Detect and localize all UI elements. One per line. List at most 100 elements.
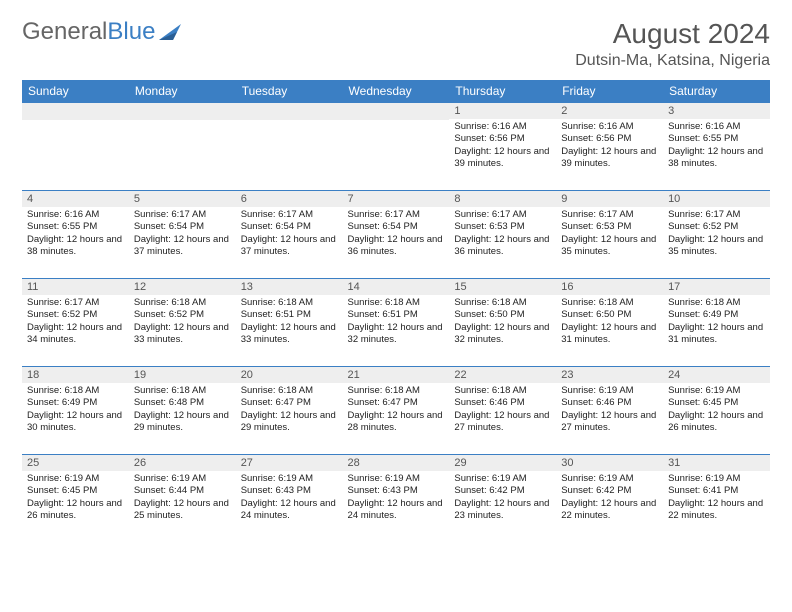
day-header: Monday: [129, 80, 236, 103]
day-cell: 4Sunrise: 6:16 AMSunset: 6:55 PMDaylight…: [22, 191, 129, 279]
day-cell: 29Sunrise: 6:19 AMSunset: 6:42 PMDayligh…: [449, 455, 556, 543]
day-number: 23: [556, 367, 663, 383]
day-header-row: SundayMondayTuesdayWednesdayThursdayFrid…: [22, 80, 770, 103]
day-cell: 5Sunrise: 6:17 AMSunset: 6:54 PMDaylight…: [129, 191, 236, 279]
day-number: 15: [449, 279, 556, 295]
day-number: 5: [129, 191, 236, 207]
empty-day-num: [236, 103, 343, 120]
day-number: 1: [449, 103, 556, 119]
day-header: Thursday: [449, 80, 556, 103]
day-details: Sunrise: 6:18 AMSunset: 6:49 PMDaylight:…: [663, 295, 770, 348]
day-number: 9: [556, 191, 663, 207]
day-details: Sunrise: 6:16 AMSunset: 6:55 PMDaylight:…: [663, 119, 770, 172]
day-number: 27: [236, 455, 343, 471]
title-block: August 2024 Dutsin-Ma, Katsina, Nigeria: [575, 18, 770, 70]
week-row: 4Sunrise: 6:16 AMSunset: 6:55 PMDaylight…: [22, 191, 770, 279]
day-details: Sunrise: 6:17 AMSunset: 6:53 PMDaylight:…: [556, 207, 663, 260]
day-details: Sunrise: 6:18 AMSunset: 6:51 PMDaylight:…: [343, 295, 450, 348]
day-cell: 22Sunrise: 6:18 AMSunset: 6:46 PMDayligh…: [449, 367, 556, 455]
day-details: Sunrise: 6:18 AMSunset: 6:50 PMDaylight:…: [449, 295, 556, 348]
day-details: Sunrise: 6:18 AMSunset: 6:47 PMDaylight:…: [343, 383, 450, 436]
day-details: Sunrise: 6:19 AMSunset: 6:45 PMDaylight:…: [22, 471, 129, 524]
day-cell: 13Sunrise: 6:18 AMSunset: 6:51 PMDayligh…: [236, 279, 343, 367]
day-cell: 25Sunrise: 6:19 AMSunset: 6:45 PMDayligh…: [22, 455, 129, 543]
day-details: Sunrise: 6:18 AMSunset: 6:47 PMDaylight:…: [236, 383, 343, 436]
day-details: Sunrise: 6:19 AMSunset: 6:43 PMDaylight:…: [236, 471, 343, 524]
day-number: 17: [663, 279, 770, 295]
week-row: 25Sunrise: 6:19 AMSunset: 6:45 PMDayligh…: [22, 455, 770, 543]
day-number: 2: [556, 103, 663, 119]
day-cell: 2Sunrise: 6:16 AMSunset: 6:56 PMDaylight…: [556, 103, 663, 191]
day-number: 12: [129, 279, 236, 295]
location: Dutsin-Ma, Katsina, Nigeria: [575, 52, 770, 70]
day-details: Sunrise: 6:17 AMSunset: 6:52 PMDaylight:…: [663, 207, 770, 260]
day-cell: 1Sunrise: 6:16 AMSunset: 6:56 PMDaylight…: [449, 103, 556, 191]
day-details: Sunrise: 6:18 AMSunset: 6:52 PMDaylight:…: [129, 295, 236, 348]
day-details: Sunrise: 6:19 AMSunset: 6:46 PMDaylight:…: [556, 383, 663, 436]
day-details: Sunrise: 6:18 AMSunset: 6:50 PMDaylight:…: [556, 295, 663, 348]
day-number: 24: [663, 367, 770, 383]
day-number: 30: [556, 455, 663, 471]
day-cell: 24Sunrise: 6:19 AMSunset: 6:45 PMDayligh…: [663, 367, 770, 455]
day-header: Friday: [556, 80, 663, 103]
empty-day-num: [129, 103, 236, 120]
day-cell: [22, 103, 129, 191]
day-cell: 6Sunrise: 6:17 AMSunset: 6:54 PMDaylight…: [236, 191, 343, 279]
empty-day-num: [22, 103, 129, 120]
day-cell: 11Sunrise: 6:17 AMSunset: 6:52 PMDayligh…: [22, 279, 129, 367]
day-details: Sunrise: 6:16 AMSunset: 6:55 PMDaylight:…: [22, 207, 129, 260]
day-header: Wednesday: [343, 80, 450, 103]
day-cell: 14Sunrise: 6:18 AMSunset: 6:51 PMDayligh…: [343, 279, 450, 367]
day-details: Sunrise: 6:19 AMSunset: 6:41 PMDaylight:…: [663, 471, 770, 524]
day-header: Tuesday: [236, 80, 343, 103]
day-cell: 7Sunrise: 6:17 AMSunset: 6:54 PMDaylight…: [343, 191, 450, 279]
day-number: 14: [343, 279, 450, 295]
day-cell: 20Sunrise: 6:18 AMSunset: 6:47 PMDayligh…: [236, 367, 343, 455]
day-header: Sunday: [22, 80, 129, 103]
day-number: 28: [343, 455, 450, 471]
day-number: 25: [22, 455, 129, 471]
day-cell: 28Sunrise: 6:19 AMSunset: 6:43 PMDayligh…: [343, 455, 450, 543]
day-number: 21: [343, 367, 450, 383]
day-cell: 23Sunrise: 6:19 AMSunset: 6:46 PMDayligh…: [556, 367, 663, 455]
day-cell: 9Sunrise: 6:17 AMSunset: 6:53 PMDaylight…: [556, 191, 663, 279]
day-cell: [343, 103, 450, 191]
day-cell: 15Sunrise: 6:18 AMSunset: 6:50 PMDayligh…: [449, 279, 556, 367]
day-number: 18: [22, 367, 129, 383]
day-cell: 21Sunrise: 6:18 AMSunset: 6:47 PMDayligh…: [343, 367, 450, 455]
day-details: Sunrise: 6:19 AMSunset: 6:42 PMDaylight:…: [449, 471, 556, 524]
day-details: Sunrise: 6:19 AMSunset: 6:43 PMDaylight:…: [343, 471, 450, 524]
day-details: Sunrise: 6:17 AMSunset: 6:54 PMDaylight:…: [343, 207, 450, 260]
day-details: Sunrise: 6:17 AMSunset: 6:54 PMDaylight:…: [236, 207, 343, 260]
calendar-table: SundayMondayTuesdayWednesdayThursdayFrid…: [22, 80, 770, 543]
day-details: Sunrise: 6:18 AMSunset: 6:49 PMDaylight:…: [22, 383, 129, 436]
day-details: Sunrise: 6:16 AMSunset: 6:56 PMDaylight:…: [449, 119, 556, 172]
day-number: 29: [449, 455, 556, 471]
week-row: 18Sunrise: 6:18 AMSunset: 6:49 PMDayligh…: [22, 367, 770, 455]
day-details: Sunrise: 6:18 AMSunset: 6:51 PMDaylight:…: [236, 295, 343, 348]
day-details: Sunrise: 6:18 AMSunset: 6:46 PMDaylight:…: [449, 383, 556, 436]
day-details: Sunrise: 6:19 AMSunset: 6:42 PMDaylight:…: [556, 471, 663, 524]
week-row: 1Sunrise: 6:16 AMSunset: 6:56 PMDaylight…: [22, 103, 770, 191]
day-cell: 8Sunrise: 6:17 AMSunset: 6:53 PMDaylight…: [449, 191, 556, 279]
day-number: 10: [663, 191, 770, 207]
logo-text-1: General: [22, 18, 107, 46]
day-details: Sunrise: 6:19 AMSunset: 6:44 PMDaylight:…: [129, 471, 236, 524]
day-number: 16: [556, 279, 663, 295]
day-number: 11: [22, 279, 129, 295]
logo-icon: [159, 24, 181, 40]
day-cell: [236, 103, 343, 191]
day-details: Sunrise: 6:17 AMSunset: 6:54 PMDaylight:…: [129, 207, 236, 260]
day-details: Sunrise: 6:17 AMSunset: 6:53 PMDaylight:…: [449, 207, 556, 260]
day-details: Sunrise: 6:17 AMSunset: 6:52 PMDaylight:…: [22, 295, 129, 348]
day-cell: 16Sunrise: 6:18 AMSunset: 6:50 PMDayligh…: [556, 279, 663, 367]
day-number: 19: [129, 367, 236, 383]
logo-text-2: Blue: [107, 18, 155, 46]
day-cell: 19Sunrise: 6:18 AMSunset: 6:48 PMDayligh…: [129, 367, 236, 455]
day-number: 3: [663, 103, 770, 119]
day-cell: 26Sunrise: 6:19 AMSunset: 6:44 PMDayligh…: [129, 455, 236, 543]
day-number: 22: [449, 367, 556, 383]
day-cell: 31Sunrise: 6:19 AMSunset: 6:41 PMDayligh…: [663, 455, 770, 543]
day-number: 8: [449, 191, 556, 207]
day-cell: 17Sunrise: 6:18 AMSunset: 6:49 PMDayligh…: [663, 279, 770, 367]
